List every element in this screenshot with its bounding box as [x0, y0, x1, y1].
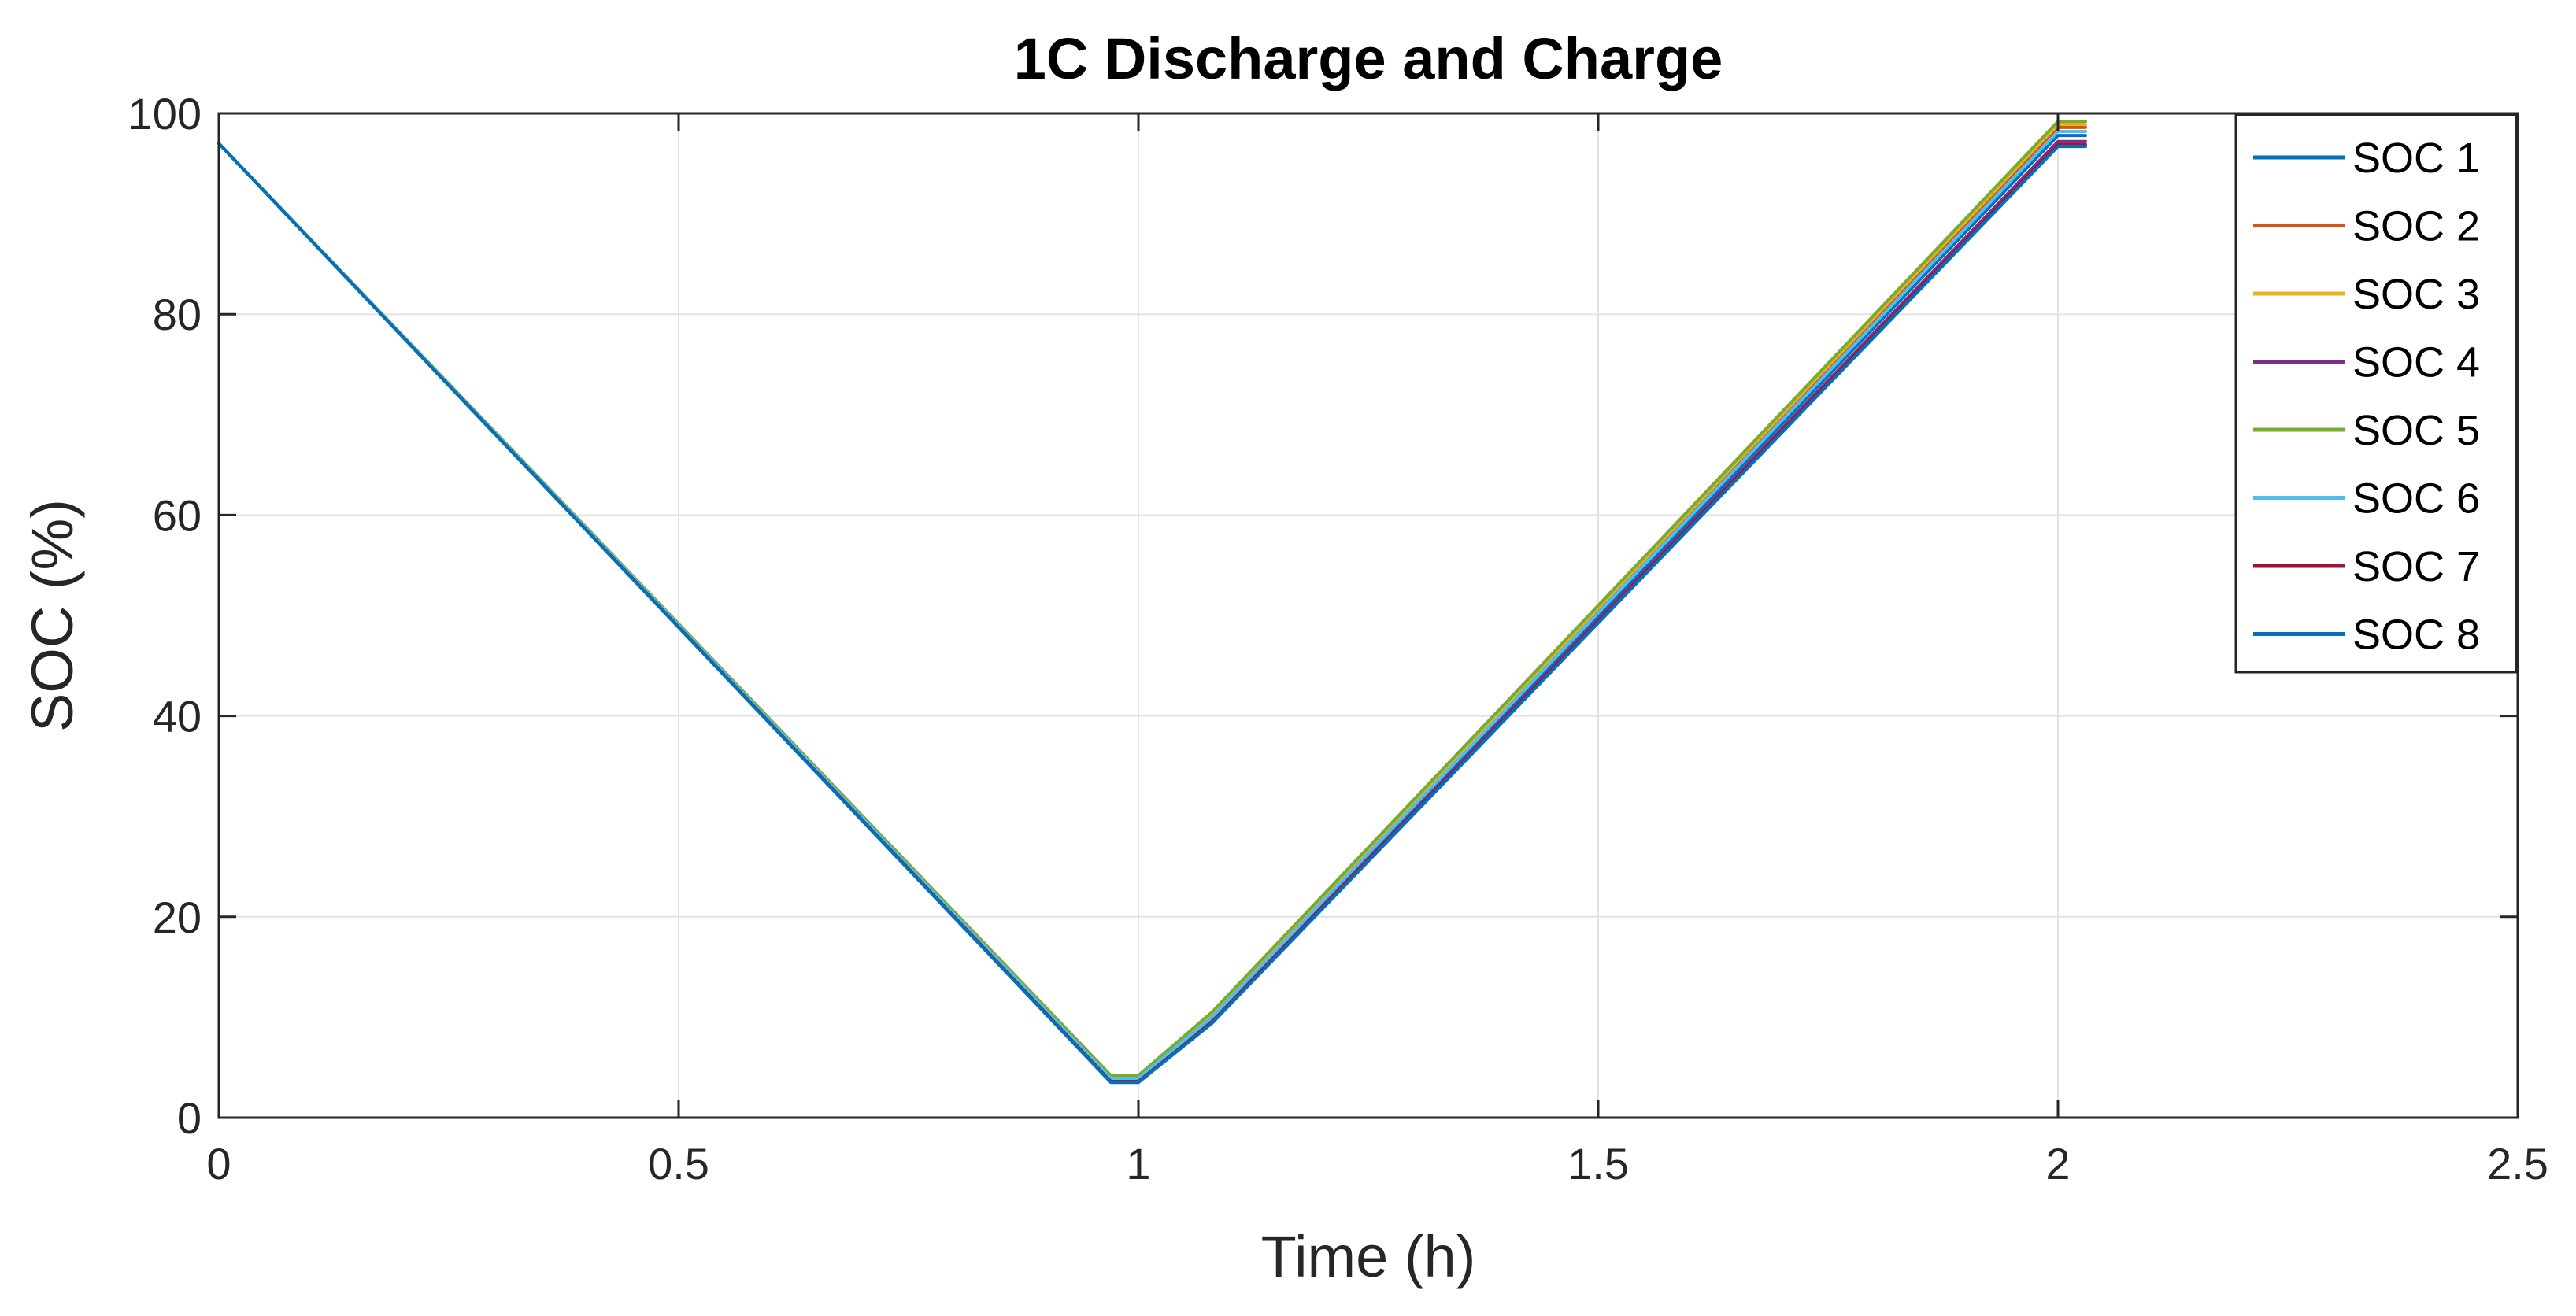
- x-tick-label: 2.5: [2487, 1139, 2548, 1188]
- x-tick-label: 2: [2045, 1139, 2070, 1188]
- legend: SOC 1 SOC 2 SOC 3 SOC 4 SOC 5 SOC 6 SOC 7 SOC 8: [2234, 113, 2518, 674]
- legend-label-5: SOC 5: [2352, 407, 2480, 454]
- chart-title: 1C Discharge and Charge: [1014, 26, 1723, 91]
- legend-label-1: SOC 1: [2352, 135, 2480, 182]
- plot-frame: [217, 112, 2519, 1119]
- x-axis-label: Time (h): [1261, 1224, 1476, 1289]
- plot-background: [219, 113, 2518, 1118]
- y-axis-label: SOC (%): [20, 499, 85, 732]
- x-tick-label: 0.5: [648, 1139, 709, 1188]
- legend-label-8: SOC 8: [2352, 612, 2480, 659]
- legend-label-4: SOC 4: [2352, 339, 2480, 386]
- legend-box: [2234, 113, 2518, 674]
- legend-label-7: SOC 7: [2352, 543, 2480, 590]
- series-lines: [217, 120, 2087, 1085]
- y-tick-label: 40: [153, 692, 202, 741]
- x-tick-label: 1: [1126, 1139, 1150, 1188]
- y-tick-label: 80: [153, 290, 202, 339]
- legend-label-2: SOC 2: [2352, 203, 2480, 250]
- series-line-6: [217, 130, 2087, 1081]
- y-tick-label: 0: [177, 1093, 202, 1143]
- x-tick-label: 0: [206, 1139, 231, 1188]
- y-tick-label: 100: [128, 89, 202, 139]
- series-line-8: [217, 142, 2087, 1085]
- series-line-5: [217, 120, 2087, 1078]
- y-tick-label: 20: [153, 893, 202, 942]
- y-tick-label: 60: [153, 490, 202, 540]
- tick-labels: 0 0.5 1 1.5 2 2.5 0 20 40 60 80 100: [128, 89, 2548, 1188]
- legend-label-6: SOC 6: [2352, 475, 2480, 523]
- legend-label-3: SOC 3: [2352, 271, 2480, 318]
- x-tick-label: 1.5: [1567, 1139, 1629, 1188]
